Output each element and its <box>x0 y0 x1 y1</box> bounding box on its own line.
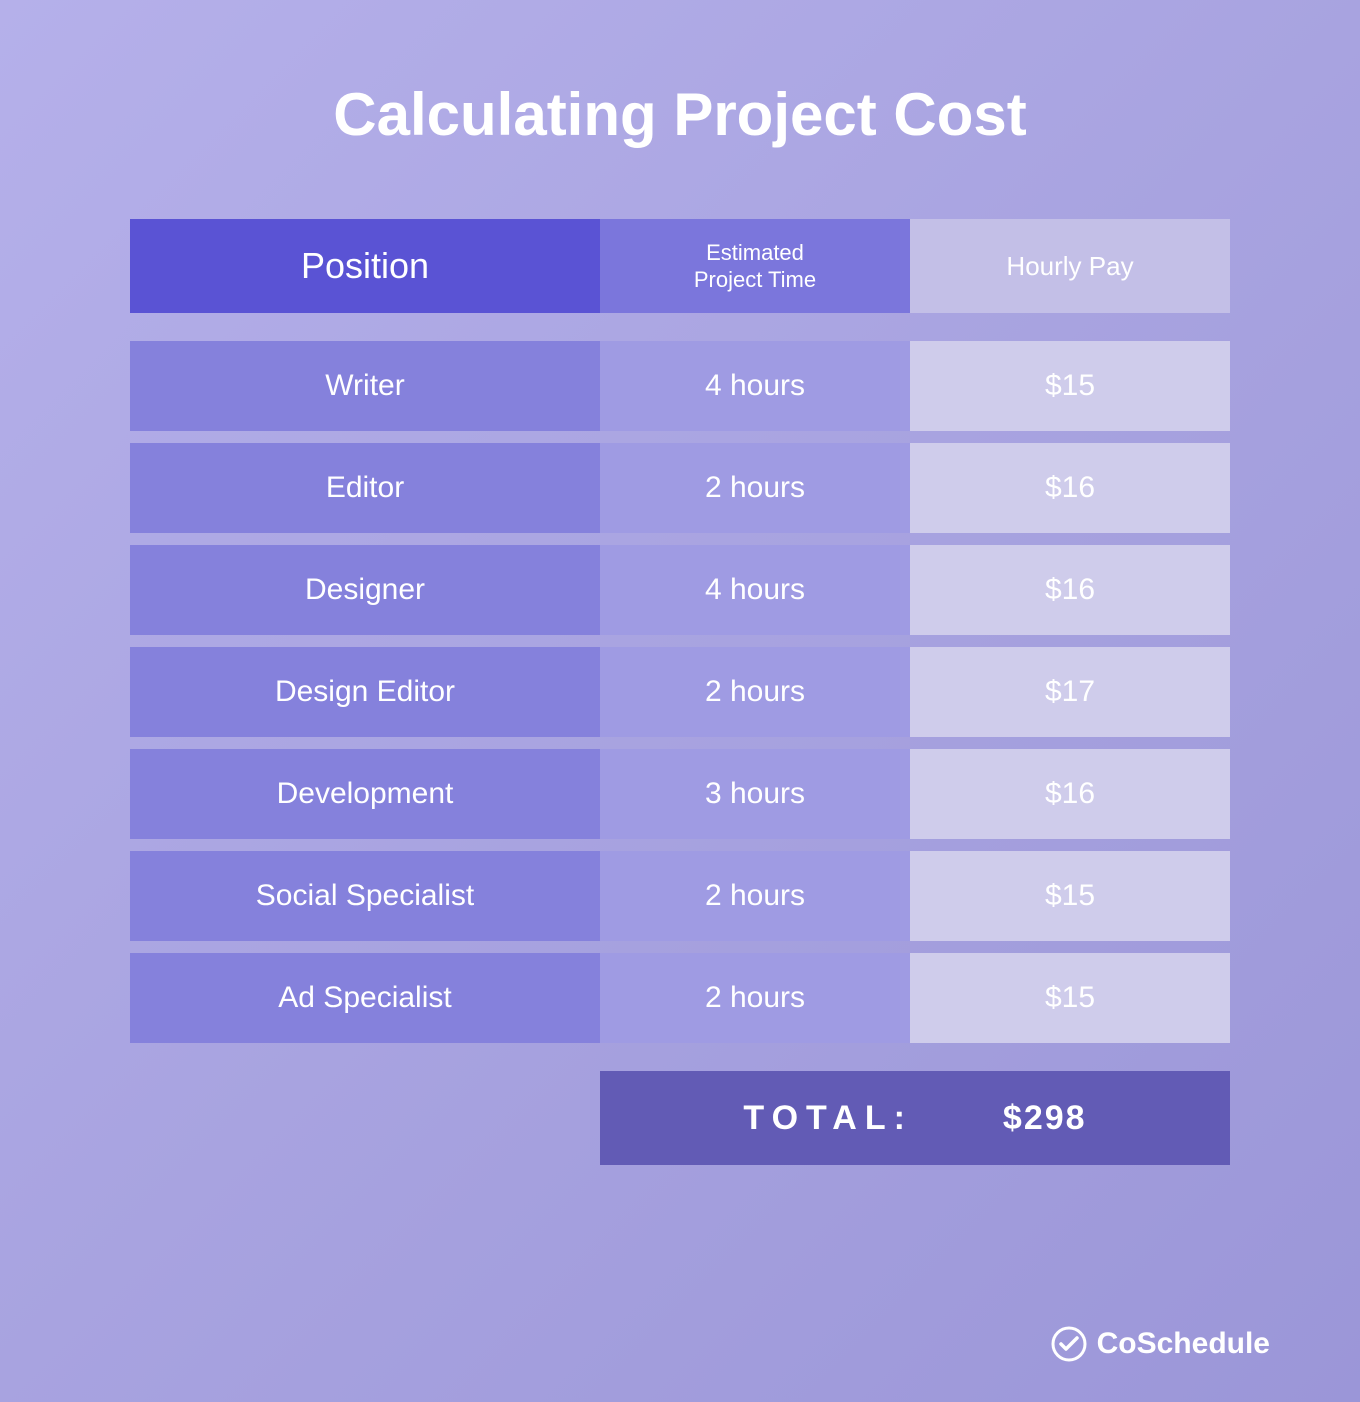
total-box: TOTAL: $298 <box>600 1071 1230 1165</box>
cell-time: 4 hours <box>600 545 910 635</box>
cell-pay: $15 <box>910 953 1230 1043</box>
total-value: $298 <box>1003 1099 1087 1138</box>
cell-position: Design Editor <box>130 647 600 737</box>
cell-time: 2 hours <box>600 443 910 533</box>
cell-position: Social Specialist <box>130 851 600 941</box>
cell-pay: $16 <box>910 443 1230 533</box>
cell-time: 2 hours <box>600 851 910 941</box>
table-row: Social Specialist 2 hours $15 <box>130 851 1230 941</box>
page-title: Calculating Project Cost <box>90 80 1270 149</box>
cell-pay: $15 <box>910 851 1230 941</box>
table-row: Ad Specialist 2 hours $15 <box>130 953 1230 1043</box>
cell-position: Designer <box>130 545 600 635</box>
table-row: Designer 4 hours $16 <box>130 545 1230 635</box>
total-row: TOTAL: $298 <box>130 1071 1230 1165</box>
table-row: Writer 4 hours $15 <box>130 341 1230 431</box>
cell-time: 3 hours <box>600 749 910 839</box>
header-pay: Hourly Pay <box>910 219 1230 313</box>
calendar-check-icon <box>1051 1326 1087 1362</box>
table-row: Editor 2 hours $16 <box>130 443 1230 533</box>
cell-position: Editor <box>130 443 600 533</box>
cell-time: 2 hours <box>600 647 910 737</box>
table-row: Development 3 hours $16 <box>130 749 1230 839</box>
cell-pay: $16 <box>910 749 1230 839</box>
cell-position: Development <box>130 749 600 839</box>
total-label: TOTAL: <box>743 1099 913 1138</box>
brand-name: CoSchedule <box>1097 1327 1270 1361</box>
cell-pay: $16 <box>910 545 1230 635</box>
cost-table: Position EstimatedProject Time Hourly Pa… <box>130 219 1230 1165</box>
table-row: Design Editor 2 hours $17 <box>130 647 1230 737</box>
table-header-row: Position EstimatedProject Time Hourly Pa… <box>130 219 1230 313</box>
cell-pay: $17 <box>910 647 1230 737</box>
cell-time: 4 hours <box>600 341 910 431</box>
header-position: Position <box>130 219 600 313</box>
cell-position: Writer <box>130 341 600 431</box>
cell-position: Ad Specialist <box>130 953 600 1043</box>
brand-logo: CoSchedule <box>1051 1326 1270 1362</box>
cell-time: 2 hours <box>600 953 910 1043</box>
header-time: EstimatedProject Time <box>600 219 910 313</box>
cell-pay: $15 <box>910 341 1230 431</box>
